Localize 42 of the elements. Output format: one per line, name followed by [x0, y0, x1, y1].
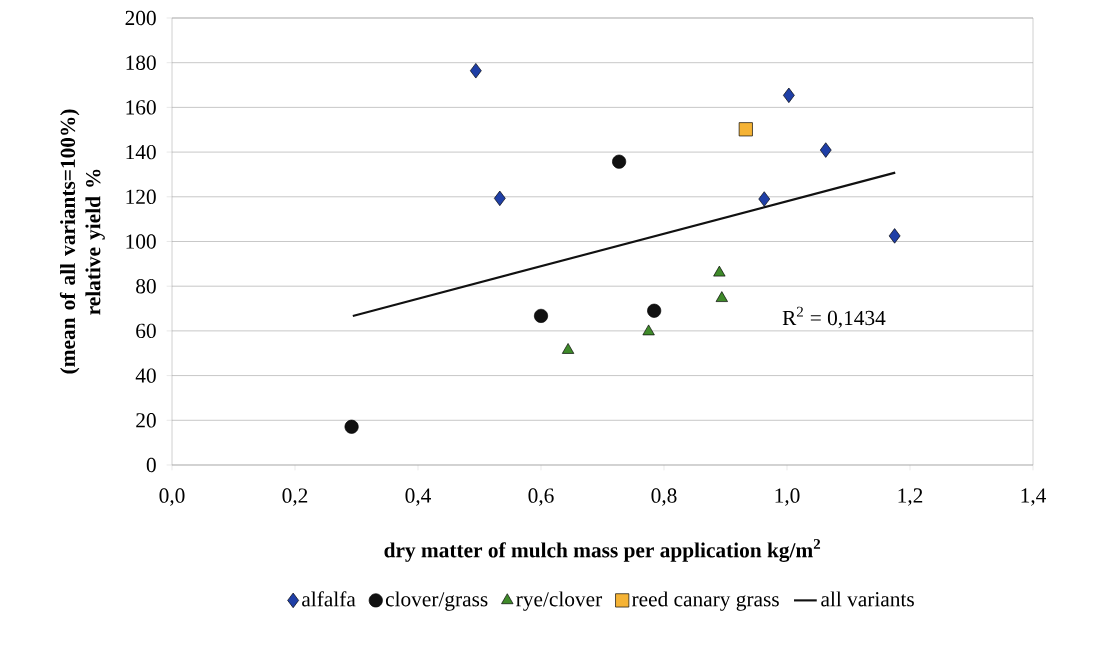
x-tick-label: 1,4	[1021, 488, 1046, 506]
y-tick-label: 40	[135, 368, 156, 383]
y-tick-label: 100	[126, 234, 156, 249]
y-tick-label: 0	[146, 457, 156, 473]
legend-label: clover/grass	[385, 591, 488, 611]
legend-label: all variants	[821, 591, 914, 607]
x-tick-label: 0,8	[651, 488, 677, 506]
point	[713, 265, 726, 277]
y-tick-label: 180	[126, 55, 156, 70]
y-tick-label: 200	[125, 10, 156, 26]
legend-label: alfalfa	[302, 591, 356, 607]
x-tick-label: 0,4	[405, 488, 431, 506]
point	[819, 142, 832, 158]
x-tick-label: 1,2	[898, 488, 923, 506]
point	[783, 87, 795, 103]
point	[758, 191, 771, 207]
x-axis-title: dry matter of mulch mass per application kg/m$^{2}$	[384, 538, 821, 562]
legend-label: rye/clover	[516, 591, 603, 611]
point	[647, 303, 662, 318]
point	[469, 63, 482, 79]
annotation: R$^{2}$ = 0,1434	[782, 306, 886, 329]
x-tick-label: 0,0	[159, 488, 185, 506]
x-tick-label: 1,0	[775, 488, 800, 506]
point	[738, 122, 753, 137]
point	[534, 308, 549, 323]
point	[612, 154, 627, 169]
x-tick-label: 0,6	[528, 488, 554, 506]
y-tick-label: 120	[126, 189, 156, 204]
legend-label: reed canary grass	[631, 591, 779, 611]
y-tick-label: 20	[136, 413, 156, 428]
point	[642, 324, 655, 336]
y-tick-label: 60	[136, 323, 156, 339]
x-tick-label: 0,2	[282, 488, 308, 506]
y-tick-label: 160	[126, 100, 156, 115]
point	[715, 291, 728, 302]
y-tick-label: 140	[126, 144, 156, 160]
point	[344, 419, 359, 434]
point	[888, 228, 901, 244]
y-tick-label: 80	[136, 279, 156, 294]
y-axis-title: (mean of all variants=100%) relative yield %	[59, 109, 105, 374]
point	[561, 343, 575, 354]
point	[493, 190, 506, 207]
